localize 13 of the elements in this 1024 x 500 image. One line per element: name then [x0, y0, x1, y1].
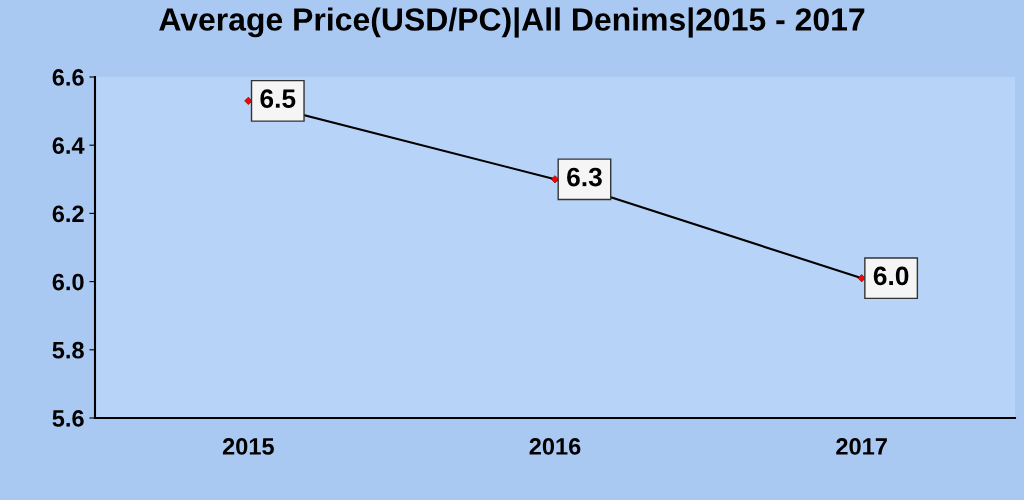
- y-tick-label: 5.8: [52, 341, 84, 359]
- y-tick-label: 6.2: [52, 205, 84, 223]
- data-label: 6.0: [873, 266, 909, 286]
- x-tick-label: 2017: [836, 438, 887, 455]
- x-tick-label: 2016: [529, 438, 581, 455]
- data-label: 6.3: [567, 167, 602, 187]
- y-tick-label: 6.4: [52, 137, 85, 154]
- y-tick-label: 6.0: [52, 273, 84, 291]
- y-tick-label: 6.6: [52, 69, 84, 86]
- chart-title: Average Price(USD/PC)|All Denims|2015 - 2017: [159, 7, 865, 38]
- x-tick-label: 2015: [222, 438, 274, 455]
- y-tick-label: 5.6: [52, 410, 84, 427]
- data-label: 6.5: [260, 89, 296, 108]
